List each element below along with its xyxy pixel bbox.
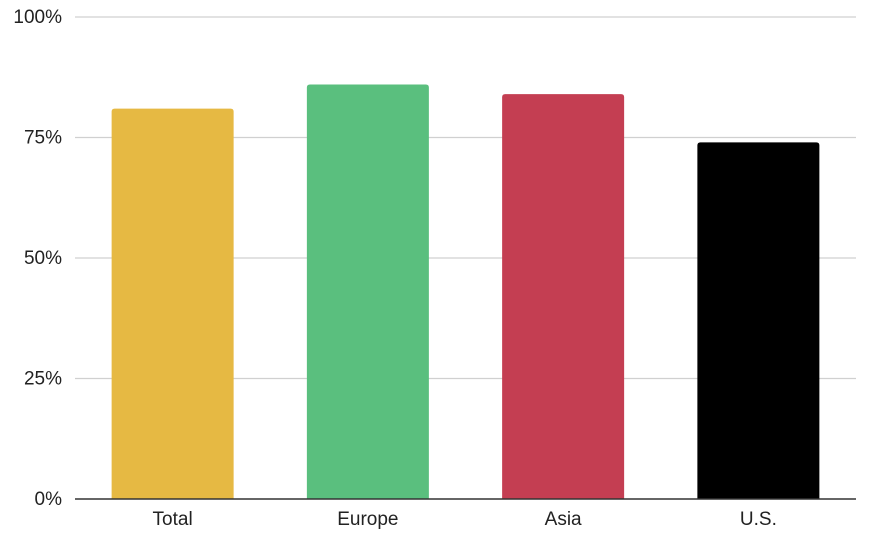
y-tick-label: 50% xyxy=(24,248,62,269)
axes: 0% 25% 50% 75% 100% Total Europe Asia U.S. xyxy=(13,7,856,530)
y-tick-label: 75% xyxy=(24,128,62,149)
y-tick-label: 0% xyxy=(35,489,63,510)
x-tick-label: Europe xyxy=(337,509,398,530)
x-tick-label: Asia xyxy=(545,509,582,530)
bars xyxy=(111,84,820,500)
x-tick-label: Total xyxy=(153,509,193,530)
x-tick-label: U.S. xyxy=(740,509,777,530)
y-tick-label: 25% xyxy=(24,369,62,390)
y-tick-label: 100% xyxy=(13,7,62,28)
bar-u-s xyxy=(697,142,820,499)
bar-europe xyxy=(306,84,429,499)
bar-asia xyxy=(502,94,625,500)
bar-total xyxy=(111,108,234,499)
